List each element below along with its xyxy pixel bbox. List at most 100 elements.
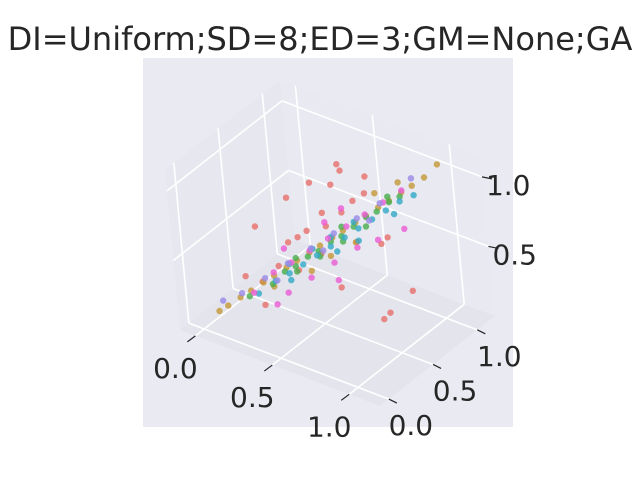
tick-mark-z: [488, 245, 499, 250]
data-point: [387, 309, 394, 316]
data-point: [303, 227, 310, 234]
grid-line-x-back: [371, 115, 389, 276]
data-point: [270, 269, 277, 276]
grid-line-y-left: [217, 128, 234, 289]
tick-mark-y: [432, 363, 442, 369]
tick-label-x: 0.5: [230, 381, 275, 414]
data-point: [390, 210, 398, 218]
data-point: [324, 235, 332, 242]
grid-line-z-back: [288, 169, 489, 248]
data-point: [337, 205, 345, 212]
data-point: [371, 190, 378, 197]
tick-label-z: 0.5: [492, 238, 537, 271]
data-point: [284, 239, 292, 246]
data-point: [382, 207, 390, 214]
grid-line-x-back: [448, 144, 466, 305]
tick-mark-x: [263, 364, 273, 372]
data-point: [274, 301, 281, 308]
data-point: [365, 217, 373, 224]
grid-line-x-back: [294, 85, 312, 246]
data-point: [262, 301, 269, 308]
grid-line-y-floor: [188, 322, 390, 400]
tick-mark-y: [388, 398, 398, 404]
grid-line-z-left: [172, 169, 289, 262]
data-point: [349, 197, 356, 204]
data-point: [294, 268, 301, 275]
data-point: [376, 200, 383, 207]
data-point: [338, 284, 345, 291]
data-point: [292, 254, 299, 262]
grid-line-x-floor: [348, 303, 465, 395]
tick-label-y: 1.0: [477, 340, 522, 373]
data-point: [304, 253, 312, 260]
grid-line-z-back: [281, 100, 483, 178]
tick-mark-x: [340, 393, 350, 401]
data-point: [285, 289, 292, 296]
left-pane: [165, 80, 295, 330]
grid-line-x-floor: [271, 274, 388, 366]
data-point: [261, 275, 269, 282]
data-point: [341, 234, 348, 241]
data-point: [294, 234, 301, 241]
data-point: [407, 175, 415, 182]
data-point: [330, 230, 337, 237]
data-point: [308, 267, 315, 275]
data-point: [361, 211, 368, 218]
grid-line-y-left: [173, 163, 190, 324]
tick-mark-x: [187, 335, 196, 343]
data-point: [292, 263, 299, 270]
grid-lines: [166, 85, 489, 400]
tick-mark-y: [477, 329, 486, 335]
data-point: [354, 244, 361, 251]
data-point: [220, 297, 227, 304]
data-point: [360, 190, 368, 197]
data-point: [338, 223, 345, 230]
data-point: [355, 237, 362, 244]
data-point: [408, 182, 415, 189]
data-point: [242, 273, 249, 280]
data-point: [361, 173, 368, 180]
data-point: [282, 194, 290, 201]
data-point: [353, 215, 360, 222]
grid-line-y-left: [261, 93, 279, 254]
data-point: [300, 261, 307, 268]
tick-label-x: 1.0: [307, 410, 352, 443]
data-point: [336, 167, 343, 174]
data-point: [327, 243, 334, 250]
data-point: [284, 260, 292, 267]
data-point: [327, 252, 335, 260]
tick-label-z: 1.0: [486, 169, 531, 202]
data-point: [280, 245, 288, 252]
data-point: [362, 223, 370, 230]
data-point: [401, 225, 408, 232]
data-point: [335, 276, 342, 284]
data-point: [409, 287, 416, 294]
floor-pane: [180, 240, 495, 406]
data-point: [216, 307, 223, 315]
data-point: [316, 242, 324, 249]
data-point: [321, 219, 328, 226]
data-point: [288, 276, 295, 284]
axis-ticks: 0.00.51.0 0.00.51.00.51.0: [153, 169, 537, 443]
data-point: [251, 223, 259, 230]
data-point: [385, 198, 393, 206]
data-point: [251, 289, 258, 296]
data-point: [410, 192, 417, 199]
grid-line-y-floor: [232, 287, 434, 366]
data-point: [238, 290, 246, 297]
data-point: [313, 252, 321, 259]
data-point: [225, 302, 232, 309]
data-point: [384, 193, 391, 200]
tick-label-y: 0.5: [433, 374, 478, 407]
grid-line-z-left: [166, 100, 283, 192]
data-point: [320, 247, 327, 254]
data-point: [433, 161, 441, 168]
data-point: [374, 236, 382, 243]
data-point: [308, 274, 315, 281]
data-point: [318, 209, 325, 216]
grid-line-y-floor: [277, 253, 478, 331]
data-point: [331, 259, 338, 266]
data-point: [343, 223, 350, 230]
data-point: [420, 174, 428, 181]
